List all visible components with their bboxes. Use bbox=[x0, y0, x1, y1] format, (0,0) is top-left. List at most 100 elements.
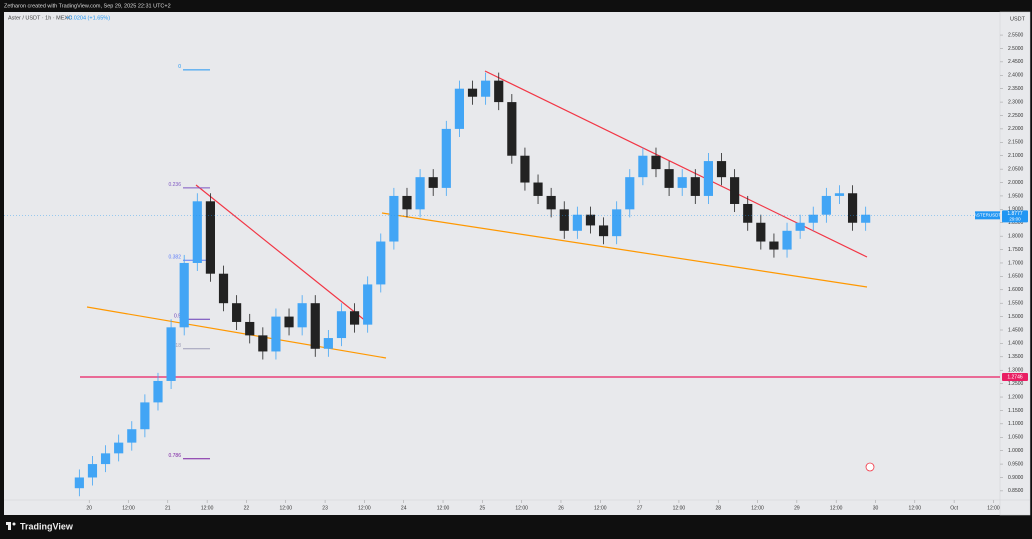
candle-body bbox=[140, 402, 150, 430]
candle-body bbox=[821, 195, 831, 215]
candle-body bbox=[467, 88, 478, 97]
x-tick-label: 30 bbox=[873, 505, 879, 511]
y-tick-label: 2.2000 bbox=[1008, 126, 1024, 132]
candle-body bbox=[323, 338, 333, 349]
x-tick-label: 20 bbox=[86, 505, 92, 511]
price-box bbox=[1002, 210, 1028, 223]
y-tick-label: 2.0000 bbox=[1008, 180, 1024, 186]
candle-body bbox=[349, 311, 360, 325]
candle-body bbox=[769, 241, 779, 250]
candle-body bbox=[415, 177, 425, 210]
y-tick-label: 2.1000 bbox=[1008, 153, 1024, 159]
fib-label: 0 bbox=[178, 64, 181, 70]
y-tick-label: 1.6000 bbox=[1008, 287, 1024, 293]
fib-label: 0.382 bbox=[168, 255, 181, 261]
y-tick-label: 0.8500 bbox=[1008, 488, 1024, 494]
x-tick-label: 12:00 bbox=[751, 505, 764, 511]
symbol-title: Aster / USDT · 1h · MEXC bbox=[8, 15, 72, 21]
candle-body bbox=[192, 201, 202, 263]
candle-body bbox=[454, 88, 464, 129]
x-tick-label: 26 bbox=[558, 505, 564, 511]
y-tick-label: 1.7500 bbox=[1008, 247, 1024, 253]
candle-body bbox=[428, 177, 438, 188]
symbol-label: ASTERUSDT bbox=[974, 213, 1002, 218]
candle-body bbox=[376, 241, 386, 285]
candle-body bbox=[664, 169, 674, 188]
candle-body bbox=[808, 214, 818, 223]
candle-body bbox=[612, 209, 622, 237]
y-tick-label: 1.4000 bbox=[1008, 341, 1024, 347]
level-label-box bbox=[1002, 373, 1028, 382]
axis-unit: USDT bbox=[1010, 16, 1026, 22]
candle-body bbox=[598, 225, 609, 237]
y-tick-label: 0.9500 bbox=[1008, 461, 1024, 467]
x-tick-label: 27 bbox=[637, 505, 643, 511]
y-tick-label: 0.9000 bbox=[1008, 475, 1024, 481]
y-tick-label: 2.4500 bbox=[1008, 59, 1024, 65]
x-tick-label: 12:00 bbox=[830, 505, 843, 511]
event-icon[interactable] bbox=[865, 462, 875, 472]
y-tick-label: 2.1500 bbox=[1008, 140, 1024, 146]
x-tick-label: 24 bbox=[401, 505, 407, 511]
candle-body bbox=[677, 177, 687, 188]
candles bbox=[74, 72, 871, 497]
candle-body bbox=[310, 303, 320, 349]
y-tick-label: 1.7000 bbox=[1008, 260, 1024, 266]
brand: TradingView bbox=[6, 521, 74, 531]
candle-body bbox=[730, 177, 740, 204]
y-tick-label: 2.3000 bbox=[1008, 99, 1024, 105]
candle-body bbox=[232, 303, 242, 322]
trendline bbox=[381, 212, 868, 288]
y-tick-label: 1.0500 bbox=[1008, 435, 1024, 441]
y-tick-label: 2.2500 bbox=[1008, 113, 1024, 119]
candle-body bbox=[585, 214, 596, 226]
candle-body bbox=[179, 262, 189, 328]
candle-body bbox=[363, 284, 373, 325]
candle-body bbox=[87, 464, 98, 478]
level-label: 1.2746 bbox=[1007, 374, 1023, 380]
x-tick-label: 12:00 bbox=[909, 505, 922, 511]
candle-body bbox=[258, 335, 268, 352]
candle-body bbox=[756, 222, 766, 242]
candle-body bbox=[559, 209, 569, 231]
candle-body bbox=[834, 193, 845, 196]
y-tick-label: 2.0500 bbox=[1008, 166, 1024, 172]
candle-body bbox=[336, 311, 347, 339]
x-tick-label: 12:00 bbox=[437, 505, 450, 511]
price-label: 1.8777 bbox=[1007, 211, 1023, 217]
y-tick-label: 1.3000 bbox=[1008, 368, 1024, 374]
candle-body bbox=[114, 442, 124, 454]
candle-body bbox=[651, 155, 661, 170]
y-tick-label: 1.8500 bbox=[1008, 220, 1024, 226]
candle-body bbox=[546, 195, 556, 210]
change: +0.0204 (+1.65%) bbox=[66, 15, 110, 21]
x-tick-label: 23 bbox=[322, 505, 328, 511]
candle-body bbox=[297, 303, 307, 328]
candle-body bbox=[716, 161, 727, 178]
candle-body bbox=[782, 230, 792, 250]
candle-body bbox=[389, 195, 399, 242]
candle-body bbox=[795, 222, 805, 231]
candle-body bbox=[100, 453, 111, 465]
candle-body bbox=[743, 203, 753, 223]
y-tick-label: 1.6500 bbox=[1008, 274, 1024, 280]
y-tick-label: 2.3500 bbox=[1008, 86, 1024, 92]
x-tick-label: 29 bbox=[794, 505, 800, 511]
y-tick-label: 1.4500 bbox=[1008, 327, 1024, 333]
candle-body bbox=[625, 177, 635, 210]
x-tick-label: 12:00 bbox=[594, 505, 607, 511]
y-tick-label: 2.5500 bbox=[1008, 32, 1024, 38]
y-tick-label: 1.1000 bbox=[1008, 421, 1024, 427]
x-tick-label: 22 bbox=[244, 505, 250, 511]
trendline bbox=[195, 184, 368, 323]
candle-body bbox=[402, 195, 412, 210]
candle-body bbox=[847, 193, 858, 223]
y-tick-label: 1.1500 bbox=[1008, 408, 1024, 414]
x-tick-label: 12:00 bbox=[515, 505, 528, 511]
y-tick-label: 1.9500 bbox=[1008, 193, 1024, 199]
candle-body bbox=[127, 429, 137, 443]
x-tick-label: 12:00 bbox=[358, 505, 371, 511]
candle-body bbox=[690, 177, 700, 196]
candle-body bbox=[533, 182, 543, 196]
